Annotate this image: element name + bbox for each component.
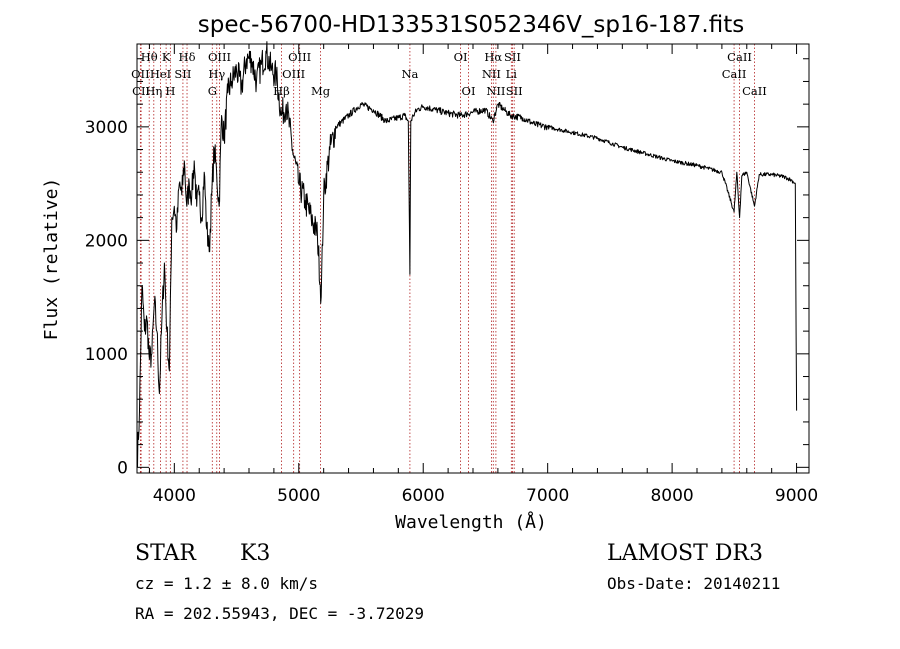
line-label-26: CaII <box>722 67 747 81</box>
line-label-5: Hη <box>145 84 162 98</box>
y-tick-label-2: 2000 <box>85 231 128 251</box>
y-tick-label-0: 0 <box>117 458 128 478</box>
y-axis-label: Flux (relative) <box>41 178 62 341</box>
spectral-line-markers <box>139 44 755 473</box>
line-label-27: CaII <box>742 84 767 98</box>
line-label-24: SII <box>506 84 523 98</box>
x-tick-label-1: 5000 <box>277 486 320 506</box>
line-label-7: SII <box>174 67 191 81</box>
line-label-12: OIII <box>288 50 311 64</box>
spectrum-trace <box>137 41 798 468</box>
line-label-1: OII <box>131 67 150 81</box>
obs-date: Obs-Date: 20140211 <box>607 574 780 593</box>
ra-dec-readout: RA = 202.55943, DEC = -3.72029 <box>135 604 424 623</box>
redshift-readout: cz = 1.2 ± 8.0 km/s <box>135 574 318 593</box>
line-label-19: Hα <box>484 50 502 64</box>
line-label-9: OIII <box>208 50 231 64</box>
y-tick-label-3: 3000 <box>85 118 128 138</box>
line-label-8: H <box>165 84 175 98</box>
line-label-21: NII <box>482 67 501 81</box>
line-label-0: Hθ <box>141 50 158 64</box>
line-label-25: CaII <box>727 50 752 64</box>
line-label-20: SII <box>504 50 521 64</box>
line-label-13: OIII <box>282 67 305 81</box>
y-tick-label-1: 1000 <box>85 345 128 365</box>
x-tick-label-5: 9000 <box>775 486 818 506</box>
line-label-23: NII <box>486 84 505 98</box>
x-tick-label-2: 6000 <box>402 486 445 506</box>
chart-title: spec-56700-HD133531S052346V_sp16-187.fit… <box>198 12 744 38</box>
object-subclass: K3 <box>240 541 270 566</box>
line-label-22: Li <box>506 67 518 81</box>
x-axis-ticks: 4000 5000 6000 7000 8000 9000 <box>148 44 818 506</box>
x-tick-label-3: 7000 <box>526 486 569 506</box>
x-tick-label-4: 8000 <box>650 486 693 506</box>
survey-name: LAMOST DR3 <box>607 541 763 566</box>
line-label-14: Hβ <box>273 84 290 98</box>
x-tick-label-0: 4000 <box>153 486 196 506</box>
line-label-10: Hγ <box>208 67 225 81</box>
object-class: STAR <box>135 541 197 566</box>
line-label-17: OI <box>454 50 468 64</box>
line-label-6: Hδ <box>179 50 196 64</box>
plot-frame <box>136 43 810 474</box>
y-axis-ticks: 0 1000 2000 3000 <box>85 58 809 478</box>
line-label-18: OI <box>462 84 476 98</box>
x-axis-label: Wavelength (Å) <box>395 511 547 533</box>
line-label-4: HeI <box>150 67 171 81</box>
line-label-16: Na <box>401 67 418 81</box>
line-label-15: Mg <box>311 84 331 98</box>
line-label-3: K <box>162 50 171 64</box>
line-label-11: G <box>208 84 217 98</box>
